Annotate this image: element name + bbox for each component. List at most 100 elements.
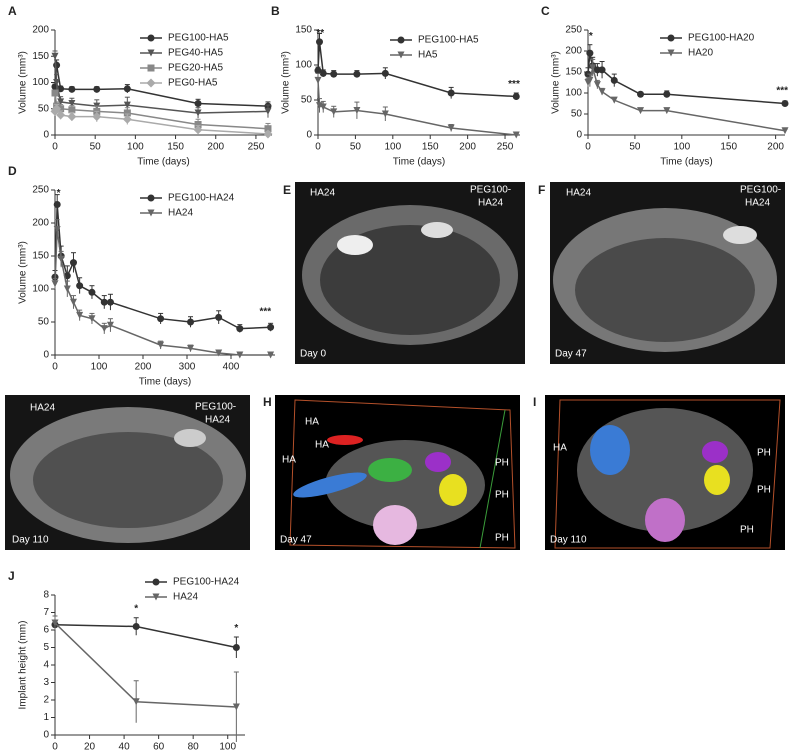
data-point [93,85,101,93]
y-tick-label: 1 [43,712,49,723]
data-point [76,311,84,319]
data-point [637,107,645,115]
series-line [587,52,786,105]
data-point [663,107,671,115]
legend-marker [147,49,155,57]
data-point [88,315,96,323]
legend-label: HA24 [168,208,193,219]
image-label: PEG100- [740,185,781,196]
data-point [267,323,275,331]
significance-mark: *** [259,307,271,318]
data-point [123,109,131,117]
legend-label: HA20 [688,48,713,59]
data-point [381,69,389,77]
data-point [51,280,59,288]
data-point [610,96,618,104]
y-tick-label: 100 [32,284,49,295]
day-label: Day 47 [555,349,587,360]
x-tick-label: 50 [629,142,641,153]
x-tick-label: 80 [188,742,200,750]
data-point [57,255,65,263]
mri-image [550,182,785,364]
series-line [54,624,237,649]
x-tick-label: 150 [167,142,184,153]
y-tick-label: 50 [38,103,50,114]
y-tick-label: 150 [565,67,582,78]
data-point [100,298,108,306]
mri-image [295,182,525,364]
data-point [68,100,76,107]
image-label: PH [757,485,771,496]
x-tick-label: 200 [767,142,784,153]
panel-letter: A [8,4,17,18]
data-point [194,109,202,117]
data-point [88,288,96,296]
y-tick-label: 2 [43,695,49,706]
x-tick-label: 100 [127,142,144,153]
legend-label: PEG40-HA5 [168,48,223,59]
y-tick-label: 150 [32,251,49,262]
y-tick-label: 50 [38,317,50,328]
image-label: HA24 [30,403,55,414]
x-tick-label: 200 [459,142,476,153]
data-point [593,81,601,89]
legend-label: PEG100-HA5 [418,35,479,46]
legend-marker [397,36,405,44]
series-line [54,622,237,708]
data-point [69,259,77,267]
y-tick-label: 0 [306,130,312,141]
data-point [263,129,273,139]
panel-letter: D [8,164,17,178]
data-point [314,67,322,75]
data-point [69,298,77,306]
panel-letter: C [541,4,550,18]
image-label: HA24 [310,188,335,199]
data-point [53,79,61,86]
legend-label: PEG20-HA5 [168,63,223,74]
y-tick-label: 100 [32,77,49,88]
legend-marker [147,34,155,42]
y-tick-label: 50 [301,95,313,106]
legend-label: PEG100-HA24 [168,193,235,204]
y-tick-label: 150 [32,51,49,62]
y-axis-label: Volume (mm³) [281,51,292,114]
series-line [317,80,517,136]
day-label: Day 110 [550,535,587,546]
panel-letter: E [283,183,291,197]
legend-label: PEG100-HA24 [173,577,240,588]
y-tick-label: 150 [295,25,312,36]
data-point [264,107,272,115]
data-point [68,85,76,93]
data-point [57,98,65,106]
image-label: HA24 [205,415,230,426]
data-point [68,106,76,114]
image-label: PH [495,458,509,469]
data-point [53,226,61,234]
y-tick-label: 4 [43,660,49,671]
x-tick-label: 50 [350,142,362,153]
panel-letter: H [263,395,272,409]
data-point [236,325,244,333]
image-label: HA [553,443,567,454]
data-point [589,64,597,72]
data-point [106,321,114,329]
series-line [587,67,786,132]
data-point [264,125,272,133]
data-point [53,201,61,209]
data-point [447,89,455,97]
mri-image [5,395,250,550]
data-point [51,619,59,627]
panel-letter: J [8,569,15,583]
data-point [381,110,389,118]
image-label: HA24 [566,188,591,199]
data-point [598,66,606,74]
legend-label: PEG0-HA5 [168,78,218,89]
data-point [512,93,520,100]
x-tick-label: 150 [422,142,439,153]
significance-mark: *** [776,86,788,97]
y-tick-label: 7 [43,607,49,618]
data-point [67,112,77,122]
y-tick-label: 3 [43,677,49,688]
x-tick-label: 40 [119,742,131,750]
data-point [51,89,59,97]
